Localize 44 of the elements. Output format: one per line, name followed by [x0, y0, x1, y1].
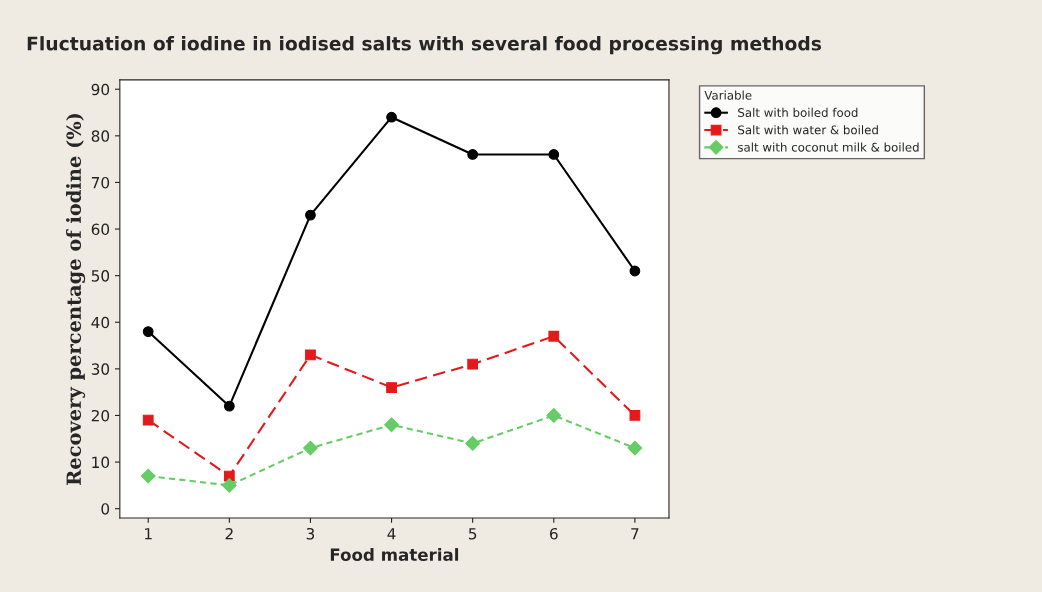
x-tick-label: 7 — [631, 528, 639, 540]
point — [627, 440, 643, 456]
x-tick-label: 3 — [306, 527, 315, 540]
point — [223, 400, 235, 412]
point — [629, 265, 641, 277]
chart-title: Fluctuation of iodine in iodised salts with several food processing methods — [27, 36, 822, 55]
point — [140, 468, 156, 484]
point — [386, 111, 397, 123]
point — [384, 417, 399, 433]
y-tick-label: 30 — [91, 363, 110, 375]
y-tick-label: 20 — [91, 409, 110, 422]
y-axis-title: Recovery percentage of iodine (%) — [66, 113, 86, 485]
y-tick-label: 70 — [91, 176, 110, 189]
y-tick-label: 40 — [91, 316, 110, 329]
y-tick-label: 90 — [91, 83, 110, 96]
point — [548, 330, 560, 342]
point — [305, 349, 316, 361]
x-tick-label: 1 — [145, 528, 152, 540]
point — [142, 414, 154, 426]
legend-label: Salt with water & boiled — [738, 125, 878, 135]
y-tick-label: 10 — [92, 456, 110, 469]
legend-title: Variable — [704, 90, 752, 100]
point — [546, 408, 562, 423]
x-tick-label: 6 — [549, 527, 558, 540]
legend-label: salt with coconut milk & boiled — [738, 142, 919, 152]
x-tick-label: 5 — [468, 528, 477, 540]
point — [386, 382, 397, 393]
x-tick-label: 4 — [387, 528, 396, 540]
y-tick-label: 60 — [91, 223, 110, 236]
legend-label: Salt with boiled food — [738, 107, 858, 118]
point — [467, 149, 479, 160]
point — [465, 436, 481, 451]
point — [142, 326, 154, 337]
point — [221, 477, 237, 493]
x-tick-label: 2 — [225, 527, 233, 540]
point — [629, 410, 641, 421]
point — [548, 149, 560, 160]
point — [303, 440, 318, 456]
y-tick-label: 80 — [91, 130, 110, 142]
x-axis-title: Food material — [330, 548, 459, 561]
y-tick-label: 50 — [91, 270, 110, 282]
y-tick-label: 0 — [101, 503, 110, 515]
point — [467, 358, 479, 370]
point — [305, 209, 316, 221]
